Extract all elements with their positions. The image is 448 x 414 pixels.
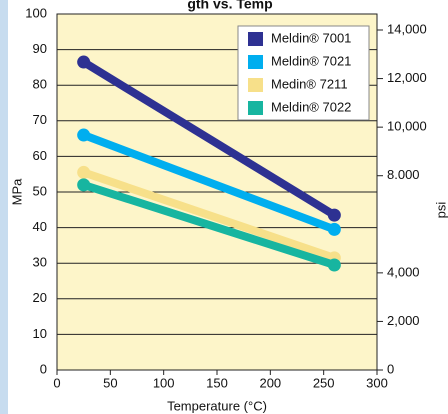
legend-label: Meldin® 7021 [271,53,351,68]
x-axis-label: Temperature (°C) [167,398,267,413]
data-point [77,165,91,179]
x-tick-label: 100 [153,375,175,390]
y2-tick-label: 8.000 [387,167,420,182]
x-tick-label: 200 [259,375,281,390]
y-tick-label: 0 [40,361,47,376]
y-tick-label: 50 [33,183,47,198]
data-point [327,258,341,272]
legend-swatch [248,78,263,92]
y2-tick-label: 10,000 [387,119,427,134]
data-point [77,178,91,192]
x-tick-label: 250 [313,375,335,390]
plot-frame [56,13,378,371]
y-tick-label: 10 [33,326,47,341]
series-line [82,181,336,269]
y2-axis-label: psi [433,202,448,219]
y2-tick-label: 2,000 [387,313,420,328]
data-point [327,222,341,236]
y-tick-label: 70 [33,112,47,127]
y2-tick-label: 0 [387,361,394,376]
series-line [82,168,336,262]
y2-tick-label: 4,000 [387,264,420,279]
y-tick-label: 40 [33,219,47,234]
y2-tick-label: 12,000 [387,70,427,85]
legend-label: Meldin® 7022 [271,99,351,114]
y-tick-label: 30 [33,255,47,270]
x-tick-label: 0 [53,375,60,390]
y-tick-label: 60 [33,148,47,163]
side-strip [0,0,8,414]
legend-label: Meldin® 7001 [271,30,351,45]
y2-tick-label: 14,000 [387,21,427,36]
data-point [77,128,91,142]
y-tick-label: 80 [33,77,47,92]
y-tick-label: 100 [25,5,47,20]
series-line [81,58,337,219]
data-point [77,55,91,69]
y-tick-label: 90 [33,41,47,56]
y-axis-label: MPa [9,178,24,206]
legend-swatch [248,55,263,69]
legend-swatch [248,101,263,115]
legend-label: Medin® 7211 [271,76,348,91]
series-line [82,131,336,234]
x-tick-label: 50 [103,375,117,390]
chart-title: gth vs. Temp [187,0,272,12]
x-tick-label: 300 [366,375,388,390]
x-tick-label: 150 [206,375,228,390]
data-point [327,208,341,222]
legend-swatch [248,32,263,46]
y-tick-label: 20 [33,290,47,305]
